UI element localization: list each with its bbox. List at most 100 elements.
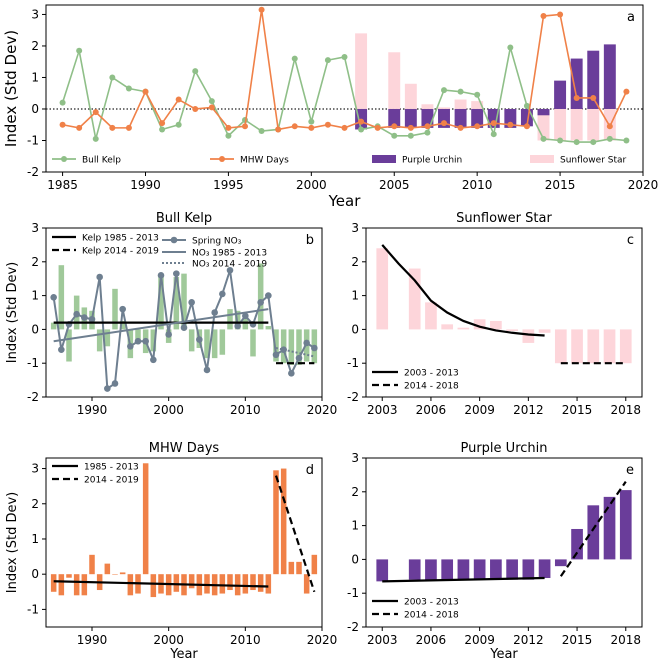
x-tick-label: 2020 xyxy=(307,633,338,647)
legend: Kelp 1985 - 2013 Kelp 2014 - 2019 Spring N… xyxy=(52,234,267,270)
data-point xyxy=(308,124,315,131)
x-tick-label: 2003 xyxy=(367,403,398,417)
bar xyxy=(490,559,502,580)
x-tick-label: 1995 xyxy=(213,178,244,192)
data-point xyxy=(165,331,172,338)
y-tick-label: 0 xyxy=(351,322,359,336)
data-point xyxy=(407,132,414,139)
data-point xyxy=(219,290,226,298)
legend-label: 2014 - 2019 xyxy=(84,476,139,486)
data-point xyxy=(73,310,80,318)
panel-letter: c xyxy=(627,233,634,248)
trend-line xyxy=(381,244,545,337)
bar xyxy=(257,574,264,592)
axes-frame xyxy=(365,457,643,628)
legend-label: 2003 - 2013 xyxy=(404,598,459,608)
y-tick-label: 0 xyxy=(351,552,359,566)
data-point xyxy=(134,337,142,345)
bar xyxy=(58,574,65,596)
bar xyxy=(554,329,567,364)
data-point xyxy=(507,44,514,51)
data-point xyxy=(523,123,530,130)
legend-label: NO₃ 2014 - 2019 xyxy=(192,260,267,270)
bar xyxy=(219,574,226,594)
y-tick-label: -1 xyxy=(347,356,359,370)
y-axis-label: Index (Std Dev) xyxy=(5,492,20,594)
data-point xyxy=(606,123,613,130)
bar xyxy=(587,50,600,109)
y-tick-label: 2 xyxy=(31,497,39,511)
bar xyxy=(619,490,632,560)
bar xyxy=(471,101,484,109)
bar xyxy=(522,559,535,580)
bar xyxy=(181,273,187,330)
bar xyxy=(506,559,518,580)
bar xyxy=(571,329,583,364)
x-tick-label: 2018 xyxy=(610,403,641,417)
bar xyxy=(104,563,111,575)
data-point xyxy=(474,123,481,130)
legend-label: NO₃ 1985 - 2013 xyxy=(192,249,267,259)
bar xyxy=(280,468,287,575)
data-point xyxy=(59,99,66,106)
bar xyxy=(257,263,264,330)
y-tick-label: 1 xyxy=(31,289,39,303)
data-point xyxy=(203,366,211,374)
axes-frame xyxy=(365,227,643,398)
y-tick-label: -1 xyxy=(27,356,39,370)
data-point xyxy=(159,120,166,127)
data-point xyxy=(242,123,248,130)
data-point xyxy=(341,53,348,60)
data-point xyxy=(88,315,96,323)
legend-label: 2014 - 2018 xyxy=(404,382,459,392)
data-point xyxy=(258,128,265,135)
bar xyxy=(119,320,126,330)
bar xyxy=(135,329,141,342)
bar xyxy=(388,52,401,109)
bar xyxy=(520,108,533,127)
data-point xyxy=(157,272,165,279)
bar xyxy=(537,108,550,141)
data-point xyxy=(226,266,234,274)
data-point xyxy=(150,356,157,364)
x-tick-label: 2012 xyxy=(513,633,544,647)
x-tick-label: 1990 xyxy=(77,633,108,647)
bar xyxy=(227,574,233,591)
bar xyxy=(554,108,567,141)
bar xyxy=(570,108,583,141)
data-point xyxy=(173,270,180,277)
y-tick-label: 3 xyxy=(31,7,39,21)
x-tick-label: 2020 xyxy=(628,178,659,192)
axes-frame xyxy=(45,4,644,173)
x-tick-label: 2005 xyxy=(379,178,410,192)
bar xyxy=(587,329,600,364)
data-point xyxy=(573,139,580,146)
x-tick-label: 2015 xyxy=(562,633,593,647)
y-tick-label: -2 xyxy=(347,620,359,634)
panel-letter: a xyxy=(627,10,635,25)
data-point xyxy=(119,305,126,313)
bar xyxy=(211,329,218,359)
panel-title: Bull Kelp xyxy=(156,211,212,226)
bar xyxy=(150,329,157,352)
x-tick-label: 2018 xyxy=(610,633,641,647)
data-point xyxy=(623,137,630,144)
bar xyxy=(587,505,600,560)
bar xyxy=(438,108,450,128)
bar xyxy=(188,329,195,352)
data-point xyxy=(142,88,149,95)
bar xyxy=(408,268,421,330)
data-point xyxy=(424,123,431,130)
panel-b: 1990 2000 2010 2020 -2 -1 0 1 2 3 Bull Kelp Index (… xyxy=(5,211,337,417)
panel-title: Purple Urchin xyxy=(460,441,547,456)
x-tick-label: 2010 xyxy=(230,403,261,417)
bar xyxy=(376,559,389,582)
x-tick-label: 2003 xyxy=(367,633,398,647)
data-point xyxy=(358,118,365,125)
panel-c: 2003 2006 2009 2012 2015 2018 -2 -1 0 1 2 3 Sunflowe… xyxy=(347,211,643,417)
bar xyxy=(619,329,632,364)
y-tick-label: 3 xyxy=(351,221,359,235)
data-point xyxy=(257,299,264,306)
data-point xyxy=(308,118,315,125)
